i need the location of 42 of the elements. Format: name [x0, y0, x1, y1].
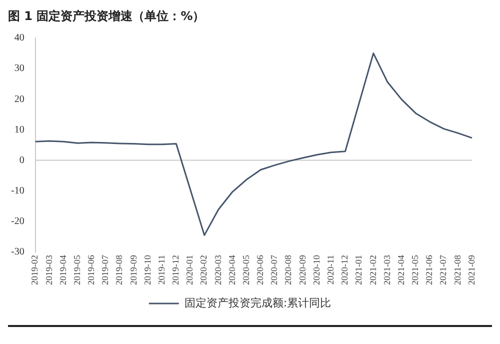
x-tick-label: 2019-03 [44, 254, 54, 286]
x-tick-label: 2020-11 [326, 255, 336, 285]
x-tick-label: 2020-03 [212, 254, 223, 286]
legend-label: 固定资产投资完成额:累计同比 [184, 296, 332, 310]
y-tick-label: -30 [10, 246, 24, 258]
x-tick-label: 2020-07 [269, 254, 280, 286]
x-tick-label: 2019-05 [72, 254, 82, 286]
x-tick-label: 2021-06 [424, 254, 434, 286]
x-tick-label: 2020-02 [198, 255, 209, 286]
x-tick-label: 2020-12 [340, 255, 350, 286]
x-tick-label: 2020-09 [297, 254, 308, 286]
y-tick-label: -20 [10, 216, 24, 228]
x-tick-label: 2020-01 [184, 255, 195, 286]
y-tick-label: -10 [10, 185, 24, 196]
chart-title: 图 1 固定资产投资增速（单位：%） [8, 8, 206, 25]
x-tick-label: 2019-12 [170, 255, 181, 286]
y-tick-label: 30 [14, 63, 24, 74]
x-tick-label: 2019-10 [142, 254, 152, 286]
x-tick-label: 2020-05 [240, 254, 251, 286]
y-tick-label: 40 [14, 32, 24, 44]
x-tick-label: 2021-05 [410, 254, 420, 286]
x-tick-label: 2021-04 [396, 254, 406, 286]
x-tick-label: 2019-02 [30, 255, 40, 286]
y-tick-label: 10 [14, 124, 24, 136]
x-tick-label: 2019-07 [100, 254, 110, 286]
x-tick-label: 2019-04 [58, 254, 68, 286]
x-tick-label: 2021-08 [452, 254, 462, 286]
y-tick-label: 20 [14, 94, 24, 105]
x-tick-label: 2019-09 [128, 254, 138, 286]
x-tick-label: 2021-09 [466, 254, 476, 286]
x-tick-label: 2021-01 [354, 255, 364, 286]
x-tick-label: 2021-03 [382, 254, 392, 286]
x-tick-label: 2020-06 [255, 254, 266, 286]
x-tick-label: 2019-11 [156, 255, 166, 285]
x-tick-label: 2020-10 [311, 254, 322, 286]
x-tick-label: 2021-02 [368, 255, 378, 286]
x-tick-label: 2019-08 [114, 254, 124, 286]
x-tick-label: 2019-06 [86, 254, 96, 286]
x-tick-label: 2020-04 [226, 254, 237, 286]
x-tick-label: 2020-08 [283, 254, 294, 286]
x-tick-label: 2021-07 [438, 254, 448, 286]
y-tick-label: 0 [19, 154, 24, 166]
